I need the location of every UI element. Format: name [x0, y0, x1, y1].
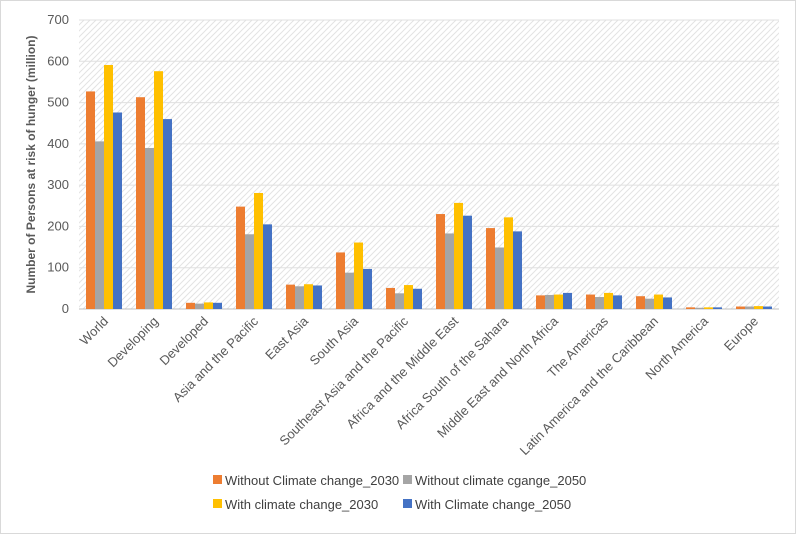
x-tick-label: East Asia — [262, 313, 311, 362]
x-tick-label: World — [77, 314, 111, 348]
bar — [586, 294, 595, 309]
bar — [236, 206, 245, 309]
bar — [145, 147, 154, 309]
bar — [663, 297, 672, 309]
gridlines — [79, 19, 779, 310]
bar — [436, 214, 445, 309]
y-tick-label: 700 — [47, 12, 69, 27]
y-tick-label: 200 — [47, 218, 69, 233]
x-tick-label: Asia and the Pacific — [170, 313, 262, 405]
bar — [536, 295, 545, 309]
bar — [86, 91, 95, 309]
bar — [295, 286, 304, 309]
bar — [245, 234, 254, 309]
bar — [304, 284, 313, 309]
bar — [454, 202, 463, 309]
bar — [186, 302, 195, 309]
legend-swatch — [213, 475, 222, 484]
legend-label: Without Climate change_2030 — [225, 473, 399, 488]
bar — [445, 233, 454, 309]
bar — [686, 307, 695, 309]
bar — [345, 272, 354, 309]
bar — [354, 242, 363, 309]
bar — [595, 297, 604, 309]
bar — [636, 296, 645, 309]
bar — [463, 215, 472, 309]
bar — [336, 252, 345, 309]
legend: Without Climate change_2030 Without clima… — [213, 473, 586, 512]
legend-swatch — [403, 475, 412, 484]
bar — [113, 112, 122, 309]
bar — [763, 306, 772, 309]
bar — [754, 306, 763, 309]
bar — [554, 294, 563, 309]
legend-label: With climate change_2030 — [225, 497, 378, 512]
bar — [154, 71, 163, 310]
bar — [713, 307, 722, 309]
bar — [745, 306, 754, 309]
bar — [254, 192, 263, 309]
bar — [736, 306, 745, 309]
bar — [495, 247, 504, 309]
bar — [313, 285, 322, 309]
bar — [163, 119, 172, 309]
y-tick-label: 300 — [47, 177, 69, 192]
bar — [604, 292, 613, 309]
legend-swatch — [213, 499, 222, 508]
bars — [86, 65, 772, 310]
bar — [513, 231, 522, 309]
y-tick-label: 600 — [47, 53, 69, 68]
legend-swatch — [403, 499, 412, 508]
y-tick-label: 400 — [47, 136, 69, 151]
bar — [404, 285, 413, 309]
y-tick-label: 0 — [62, 301, 69, 316]
bar — [486, 228, 495, 309]
x-tick-label: Europe — [721, 314, 761, 354]
bar — [545, 294, 554, 309]
bar — [613, 295, 622, 309]
bar — [695, 307, 704, 309]
bar — [263, 224, 272, 309]
bar — [104, 65, 113, 309]
y-tick-label: 100 — [47, 260, 69, 275]
bar — [395, 293, 404, 309]
bar — [195, 303, 204, 309]
bar — [413, 288, 422, 309]
y-axis: 0 100 200 300 400 500 600 700 — [47, 12, 69, 316]
bar — [645, 298, 654, 309]
x-tick-label: Developing — [105, 314, 162, 371]
y-axis-title: Number of Persons at risk of hunger (mil… — [24, 35, 38, 293]
y-tick-label: 500 — [47, 95, 69, 110]
bar — [95, 141, 104, 309]
bar — [654, 294, 663, 309]
legend-label: With Climate change_2050 — [415, 497, 571, 512]
bar — [386, 287, 395, 309]
bar — [504, 217, 513, 309]
bar — [213, 302, 222, 309]
bar — [286, 284, 295, 309]
bar — [563, 292, 572, 309]
bar — [136, 97, 145, 309]
bar — [704, 307, 713, 309]
bar — [204, 302, 213, 309]
bar — [363, 268, 372, 309]
legend-label: Without climate cgange_2050 — [415, 473, 586, 488]
plot-area — [79, 20, 779, 309]
